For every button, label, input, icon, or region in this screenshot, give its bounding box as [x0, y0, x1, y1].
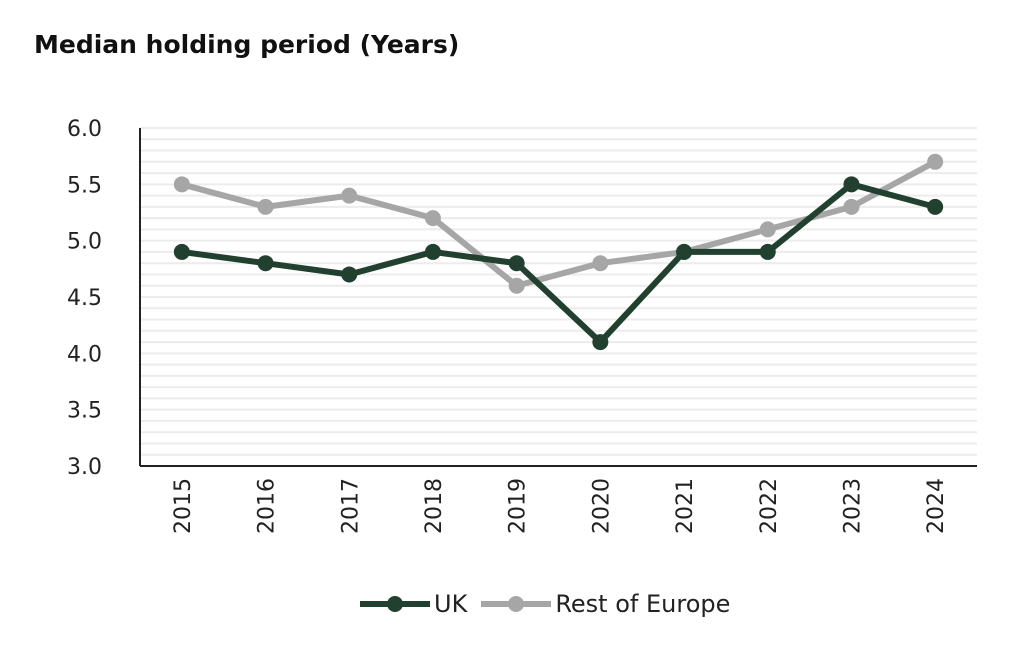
y-tick-label: 5.5	[67, 173, 102, 198]
series-line-uk	[181, 181, 936, 346]
chart-title: Median holding period (Years)	[34, 30, 460, 59]
data-point	[759, 221, 776, 238]
y-tick-label: 4.0	[67, 342, 102, 367]
data-point	[424, 243, 441, 260]
data-point	[424, 210, 441, 227]
legend-item-rest-of-europe: Rest of Europe	[481, 590, 730, 618]
legend: UK Rest of Europe	[360, 590, 744, 618]
data-point	[257, 198, 274, 215]
x-tick-label: 2022	[757, 478, 782, 534]
x-tick-label: 2024	[924, 478, 949, 534]
data-point	[843, 198, 860, 215]
legend-label: Rest of Europe	[555, 590, 731, 618]
x-tick-label: 2016	[255, 478, 280, 534]
data-point	[257, 255, 274, 272]
data-point	[341, 266, 358, 283]
x-tick-label: 2018	[422, 478, 447, 534]
y-tick-label: 5.0	[67, 230, 102, 255]
y-tick-label: 6.0	[67, 117, 102, 142]
legend-item-uk: UK	[360, 590, 467, 618]
legend-swatch-uk	[360, 596, 430, 612]
x-tick-label: 2019	[506, 478, 531, 534]
x-tick-label: 2021	[673, 478, 698, 534]
data-point	[508, 255, 525, 272]
data-point	[676, 243, 693, 260]
y-tick-label: 3.0	[67, 455, 102, 480]
legend-swatch-rest-of-europe	[481, 596, 552, 612]
x-tick-label: 2015	[171, 478, 196, 534]
data-point	[341, 187, 358, 204]
x-tick-label: 2020	[589, 478, 614, 534]
y-tick-label: 3.5	[67, 399, 102, 424]
x-tick-label: 2023	[840, 478, 865, 534]
data-point	[592, 255, 609, 272]
x-tick-label: 2017	[338, 478, 363, 534]
data-point	[843, 176, 860, 193]
data-point	[927, 198, 944, 215]
data-point	[592, 334, 609, 351]
data-point	[173, 176, 190, 193]
data-point	[927, 153, 944, 170]
data-point	[173, 243, 190, 260]
data-point	[759, 243, 776, 260]
data-point	[508, 277, 525, 294]
y-tick-label: 4.5	[67, 286, 102, 311]
legend-label: UK	[434, 590, 468, 618]
